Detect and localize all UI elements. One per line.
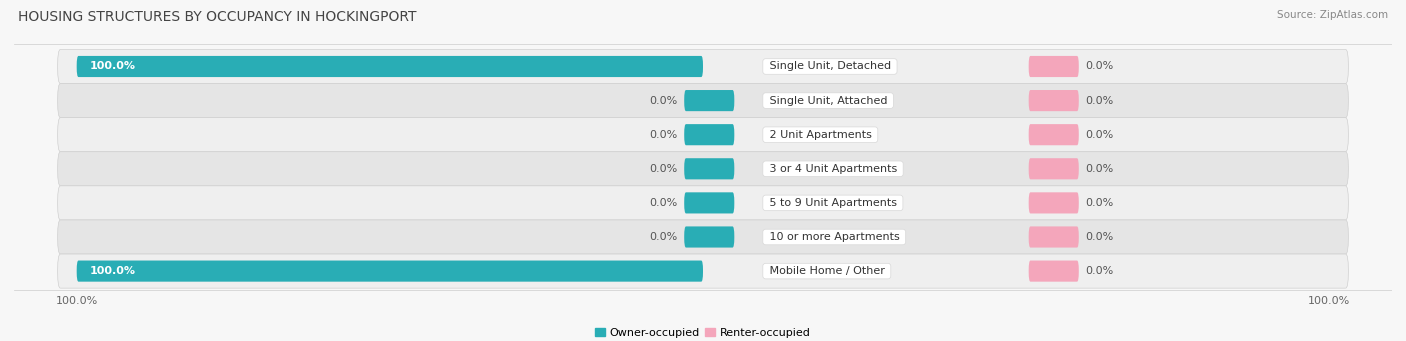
Text: Source: ZipAtlas.com: Source: ZipAtlas.com [1277, 10, 1388, 20]
Text: 5 to 9 Unit Apartments: 5 to 9 Unit Apartments [766, 198, 900, 208]
FancyBboxPatch shape [58, 254, 1348, 288]
FancyBboxPatch shape [1029, 226, 1078, 248]
FancyBboxPatch shape [58, 186, 1348, 220]
Text: 0.0%: 0.0% [1085, 130, 1114, 140]
Text: Single Unit, Detached: Single Unit, Detached [766, 61, 894, 72]
Text: 0.0%: 0.0% [1085, 164, 1114, 174]
FancyBboxPatch shape [58, 84, 1348, 118]
FancyBboxPatch shape [58, 118, 1348, 152]
FancyBboxPatch shape [685, 124, 734, 145]
Text: HOUSING STRUCTURES BY OCCUPANCY IN HOCKINGPORT: HOUSING STRUCTURES BY OCCUPANCY IN HOCKI… [18, 10, 416, 24]
Text: 10 or more Apartments: 10 or more Apartments [766, 232, 903, 242]
Text: 0.0%: 0.0% [650, 164, 678, 174]
Text: 3 or 4 Unit Apartments: 3 or 4 Unit Apartments [766, 164, 900, 174]
Text: Single Unit, Attached: Single Unit, Attached [766, 95, 890, 106]
FancyBboxPatch shape [1029, 124, 1078, 145]
FancyBboxPatch shape [77, 261, 703, 282]
FancyBboxPatch shape [1029, 90, 1078, 111]
Text: 0.0%: 0.0% [650, 198, 678, 208]
Text: 0.0%: 0.0% [650, 232, 678, 242]
FancyBboxPatch shape [1029, 158, 1078, 179]
FancyBboxPatch shape [1029, 261, 1078, 282]
FancyBboxPatch shape [685, 158, 734, 179]
FancyBboxPatch shape [685, 192, 734, 213]
Text: 0.0%: 0.0% [1085, 232, 1114, 242]
Text: 0.0%: 0.0% [650, 95, 678, 106]
FancyBboxPatch shape [77, 56, 703, 77]
Text: Mobile Home / Other: Mobile Home / Other [766, 266, 889, 276]
FancyBboxPatch shape [1029, 56, 1078, 77]
Text: 100.0%: 100.0% [89, 266, 135, 276]
Text: 0.0%: 0.0% [1085, 61, 1114, 72]
FancyBboxPatch shape [685, 226, 734, 248]
FancyBboxPatch shape [58, 49, 1348, 84]
Text: 2 Unit Apartments: 2 Unit Apartments [766, 130, 875, 140]
Text: 100.0%: 100.0% [89, 61, 135, 72]
FancyBboxPatch shape [1029, 192, 1078, 213]
FancyBboxPatch shape [685, 90, 734, 111]
Text: 0.0%: 0.0% [1085, 266, 1114, 276]
FancyBboxPatch shape [58, 152, 1348, 186]
Legend: Owner-occupied, Renter-occupied: Owner-occupied, Renter-occupied [591, 324, 815, 341]
Text: 0.0%: 0.0% [1085, 198, 1114, 208]
FancyBboxPatch shape [58, 220, 1348, 254]
Text: 0.0%: 0.0% [1085, 95, 1114, 106]
Text: 0.0%: 0.0% [650, 130, 678, 140]
